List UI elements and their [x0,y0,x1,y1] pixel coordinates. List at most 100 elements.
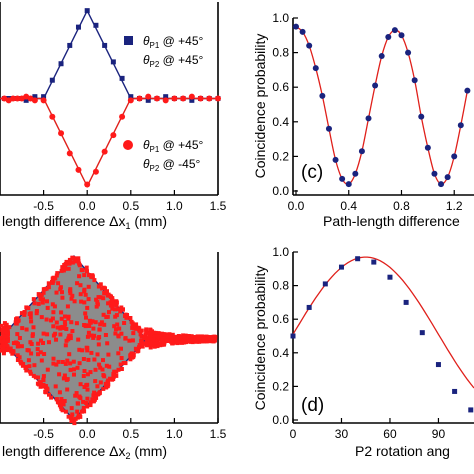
panel-a-point-blue [119,75,125,81]
panel-b-point [41,341,45,345]
panel-b-point [62,320,67,324]
panel-d-point [322,281,328,287]
panel-b-point [98,322,103,327]
panel-b-point [51,324,56,329]
panel-b-point [168,334,173,339]
panel-b-point [39,315,44,320]
panel-c: 0.0 0.4 0.8 1.2 0.0 0.2 0.4 0.6 0.8 1.0 (c) Coinc… [252,11,474,229]
panel-b-point [0,329,5,334]
panel-b-point [160,336,165,341]
panel-d-ytick-label: 0.2 [272,379,289,393]
panel-c-point [319,92,326,99]
panel-b-point [97,327,102,332]
panel-b-point [85,404,90,409]
panel-b-point [148,335,153,339]
panel-b-point [40,300,45,305]
panel-b-point [1,346,6,351]
panel-b-point [148,340,153,345]
panel-b-point [41,331,46,336]
panel-b-point [28,315,33,320]
panel-b-point [63,409,68,414]
panel-d-xtick-label: 60 [383,427,397,441]
panel-b-point [82,273,87,278]
panel-b-point [94,297,99,302]
panel-c-point [418,113,425,120]
panel-d-point [338,264,344,270]
panel-b-point [114,300,119,305]
panel-b-point [25,348,30,353]
panel-b-point [153,330,158,335]
panel-b-point [65,387,70,392]
panel-a-point-blue [32,94,38,100]
panel-b-point [60,290,64,295]
panel-a-point-blue [49,77,55,83]
panel-b-point [34,309,39,313]
panel-b-point [78,396,83,401]
panel-b-point [113,307,117,312]
panel-b-point [114,327,118,332]
panel-b-point [91,326,96,331]
panel-b-point [15,358,20,362]
panel-b-point [69,296,74,301]
panel-b-point [101,386,106,391]
panel-c-fit-curve [295,26,469,185]
panel-b-point [98,365,103,370]
panel-b-point [110,298,115,302]
panel-c-label: (c) [301,162,323,183]
panel-c-point [398,32,405,39]
panel-c-point [293,23,299,30]
panel-b-point [93,379,98,384]
panel-b-point [23,366,28,370]
panel-b-point [105,341,110,346]
panel-a-point-blue [93,22,99,28]
panel-b-xtick-label: -0.5 [33,427,54,441]
panel-b-point [58,332,63,337]
panel-b-point [51,356,56,361]
panel-c-ytick-label: 0.6 [272,80,289,94]
panel-b-point [130,338,135,343]
panel-d-ticks: 0 30 60 90 0.0 0.2 0.4 0.6 0.8 1.0 [272,245,445,441]
panel-c-ytick-label: 1.0 [272,11,289,25]
panel-b-point [64,377,69,382]
panel-b-point [20,363,25,368]
panel-a-point-blue [102,42,108,48]
panel-b-point [77,413,82,418]
panel-a-point-blue [41,94,47,100]
panel-b-point [26,358,31,363]
panel-b-point [85,269,89,274]
panel-a-point-red [58,130,65,137]
panel-b-point [155,344,160,349]
panel-b-point [179,340,184,345]
panel-b-point [74,391,79,396]
panel-a-xtick-label: -0.5 [33,199,54,213]
panel-b-point [106,301,111,306]
panel-b-point [190,340,195,345]
panel-d-point [355,256,361,262]
panel-b-point [114,369,119,374]
panel-b-point [159,331,164,336]
panel-b-point [123,361,128,366]
panel-b-point [76,259,81,264]
panel-b-point [116,367,121,372]
panel-b-point [4,322,9,327]
panel-b-point [59,316,64,321]
panel-a-xtick-label: 1.0 [166,199,183,213]
panel-b-point [119,367,124,371]
panel-b-point [32,363,37,368]
panel-a-point-red [127,97,134,104]
panel-b-point [69,419,74,423]
panel-b-point [73,416,78,421]
panel-b-point [39,383,44,388]
panel-b-point [68,291,73,296]
panel-d-ylabel: Coincidence probability [252,266,268,411]
panel-b-point [107,364,112,369]
panel-b-point [83,292,88,297]
panel-b-point [29,342,34,346]
panel-b-point [81,406,86,410]
panel-b-point [72,372,76,377]
panel-b-point [193,338,198,343]
panel-b-point [93,367,98,372]
panel-b-point [100,367,105,372]
panel-b-point [97,391,102,396]
panel-b-point [62,373,67,378]
